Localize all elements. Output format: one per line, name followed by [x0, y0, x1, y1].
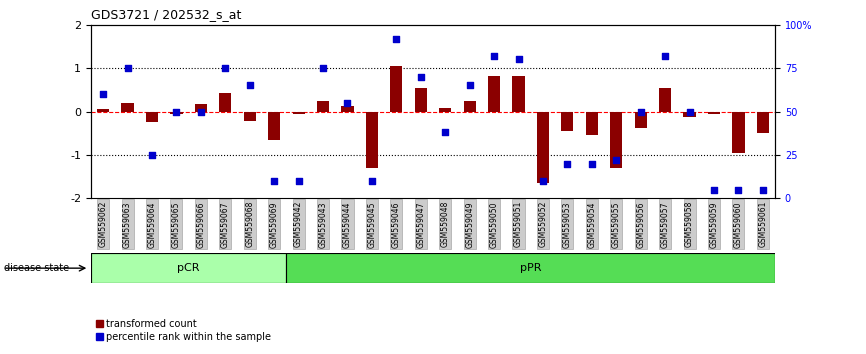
Point	[438, 130, 452, 135]
Bar	[659, 88, 671, 112]
Bar	[243, 112, 255, 121]
Point	[145, 152, 159, 158]
Bar	[391, 66, 403, 112]
Bar	[415, 88, 427, 112]
Bar	[317, 101, 329, 112]
Legend: transformed count, percentile rank within the sample: transformed count, percentile rank withi…	[96, 319, 271, 342]
Text: disease state: disease state	[4, 263, 69, 273]
Text: pPR: pPR	[520, 263, 541, 273]
Point	[610, 157, 624, 163]
Bar	[195, 104, 207, 112]
Bar	[341, 106, 353, 112]
Point	[658, 53, 672, 59]
Bar	[635, 112, 647, 128]
Bar	[757, 112, 769, 133]
Bar	[219, 93, 231, 112]
Bar	[171, 112, 183, 114]
Point	[414, 74, 428, 80]
Point	[120, 65, 134, 71]
Point	[340, 100, 354, 105]
Point	[194, 109, 208, 114]
Bar	[463, 101, 475, 112]
Point	[707, 187, 721, 193]
Point	[365, 178, 378, 184]
Bar	[708, 112, 721, 114]
Point	[170, 109, 184, 114]
Point	[268, 178, 281, 184]
Point	[462, 82, 476, 88]
Point	[512, 57, 526, 62]
Text: GDS3721 / 202532_s_at: GDS3721 / 202532_s_at	[91, 8, 242, 21]
Bar	[97, 109, 109, 112]
Point	[488, 53, 501, 59]
Bar	[561, 112, 573, 131]
Point	[218, 65, 232, 71]
Point	[242, 82, 256, 88]
Point	[560, 161, 574, 166]
Point	[682, 109, 696, 114]
Bar	[537, 112, 549, 183]
Bar	[513, 76, 525, 112]
Bar	[91, 253, 287, 283]
Bar	[488, 76, 501, 112]
Bar	[733, 112, 745, 153]
Point	[756, 187, 770, 193]
Point	[316, 65, 330, 71]
Point	[96, 91, 110, 97]
Bar	[585, 112, 598, 135]
Point	[390, 36, 404, 41]
Point	[292, 178, 306, 184]
Bar	[287, 253, 775, 283]
Bar	[268, 112, 281, 140]
Bar	[611, 112, 623, 168]
Bar	[145, 112, 158, 122]
Bar	[365, 112, 378, 168]
Bar	[293, 112, 305, 114]
Bar	[439, 108, 451, 112]
Point	[732, 187, 746, 193]
Point	[634, 109, 648, 114]
Bar	[121, 103, 133, 112]
Bar	[683, 112, 695, 117]
Point	[585, 161, 598, 166]
Text: pCR: pCR	[178, 263, 200, 273]
Point	[536, 178, 550, 184]
